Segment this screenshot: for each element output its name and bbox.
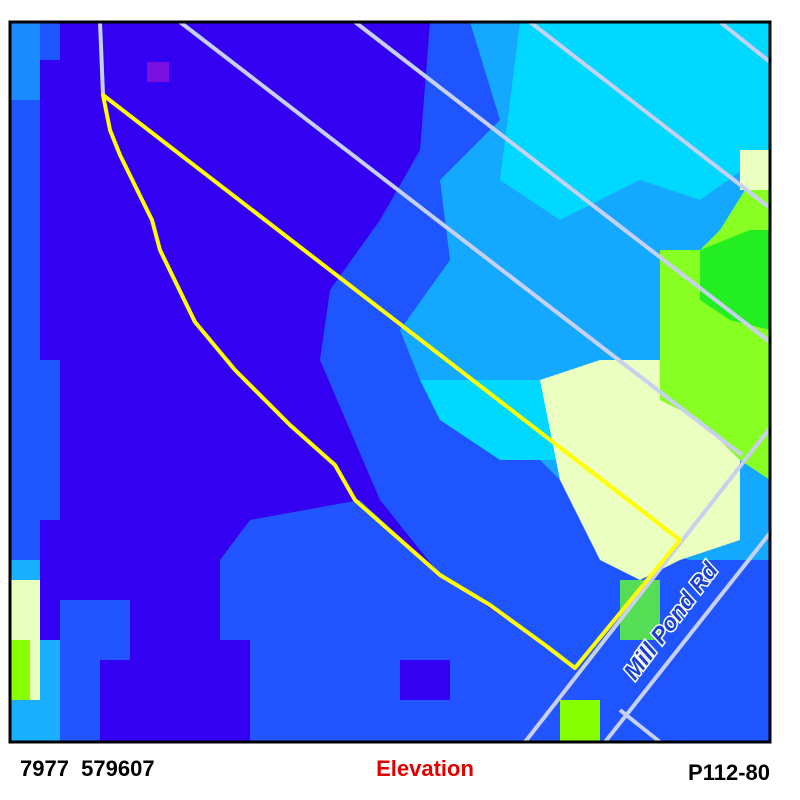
road <box>618 708 662 744</box>
road <box>98 21 105 96</box>
raster-green <box>560 700 600 742</box>
raster-cyan <box>500 22 770 220</box>
footer-title: Elevation <box>376 756 474 781</box>
road <box>178 20 744 457</box>
raster-peak <box>147 62 169 82</box>
raster-light <box>10 22 40 100</box>
raster-cyan <box>420 380 560 460</box>
road <box>523 426 772 744</box>
raster-green <box>10 640 30 700</box>
raster-green <box>620 580 660 640</box>
map-frame <box>8 20 772 744</box>
footer-code: P112-80 <box>688 760 770 785</box>
raster-low <box>400 660 450 700</box>
road <box>603 531 772 744</box>
raster-mid <box>220 500 600 742</box>
road <box>528 20 772 210</box>
raster-pale <box>740 150 770 190</box>
road <box>353 20 772 344</box>
parcel-outline <box>101 93 682 670</box>
footer-id: 7977 579607 <box>20 756 155 781</box>
raster-green <box>660 150 770 480</box>
roads <box>98 20 772 744</box>
road <box>718 20 772 64</box>
raster-mid <box>60 600 130 742</box>
raster-green <box>700 230 770 330</box>
